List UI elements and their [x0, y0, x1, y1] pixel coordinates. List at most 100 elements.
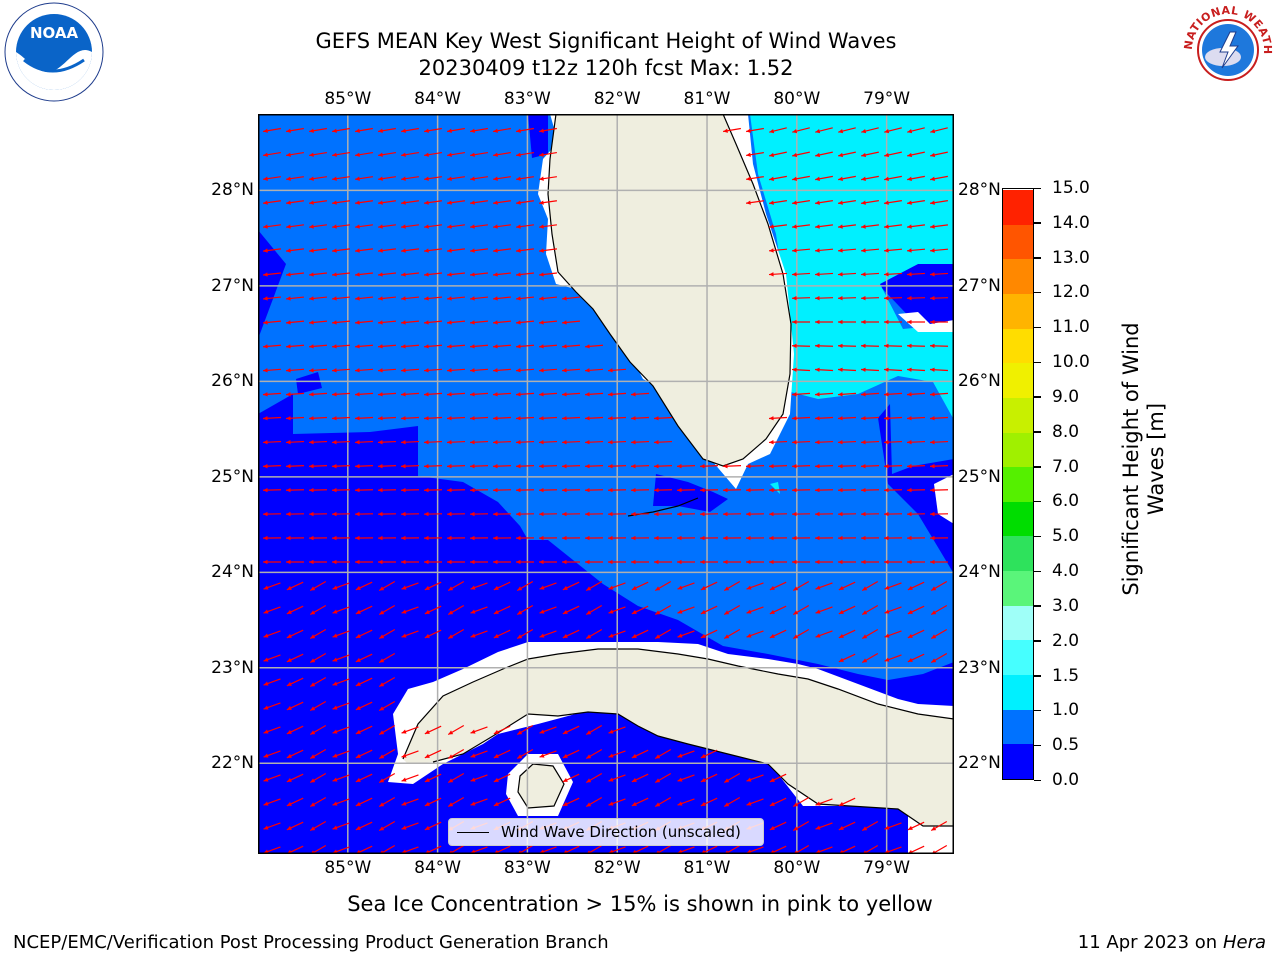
wind-wave-arrow: [929, 392, 949, 397]
wind-wave-arrow: [423, 344, 443, 349]
wind-wave-arrow: [400, 272, 420, 277]
wind-wave-arrow: [286, 725, 304, 735]
wind-wave-arrow: [332, 678, 350, 686]
wind-wave-arrow: [493, 749, 511, 759]
wind-wave-arrow: [309, 628, 327, 640]
wind-wave-arrow: [332, 822, 350, 830]
wind-wave-arrow: [424, 629, 442, 639]
wind-wave-arrow: [538, 320, 558, 325]
wind-wave-arrow: [400, 487, 420, 493]
wind-wave-arrow: [446, 392, 466, 397]
wind-wave-arrow: [286, 176, 304, 181]
wind-wave-arrow: [493, 773, 511, 783]
wind-wave-arrow: [400, 535, 420, 541]
colorbar-tick-label: 10.0: [1052, 352, 1090, 373]
colorbar-tick-mark: [1034, 257, 1041, 259]
wind-wave-arrow: [861, 175, 879, 181]
wind-wave-arrow: [378, 652, 396, 664]
wind-wave-arrow: [907, 821, 925, 831]
wind-wave-arrow: [607, 392, 627, 397]
wind-wave-arrow: [286, 797, 304, 807]
wind-wave-arrow: [447, 748, 465, 760]
wind-wave-arrow: [883, 272, 903, 277]
lat-tick-left: 26°N: [211, 371, 254, 392]
wind-wave-arrow: [378, 580, 396, 592]
wind-wave-arrow: [355, 581, 373, 591]
wind-wave-arrow: [561, 392, 581, 397]
wind-wave-arrow: [378, 748, 396, 760]
wind-wave-arrow: [355, 749, 373, 759]
wind-wave-arrow: [860, 535, 880, 541]
wind-wave-arrow: [792, 820, 810, 832]
wind-wave-arrow: [516, 580, 534, 592]
legend-line-sample: [457, 832, 489, 833]
wind-wave-arrow: [607, 559, 627, 565]
wind-wave-arrow: [907, 127, 925, 134]
wind-wave-arrow: [630, 440, 650, 445]
map-frame: [258, 114, 954, 854]
wind-wave-arrow: [286, 127, 304, 133]
wind-wave-arrow: [653, 416, 673, 421]
wind-wave-arrow: [791, 487, 811, 493]
wind-wave-arrow: [377, 535, 397, 541]
land-cuba: [403, 649, 954, 826]
wind-wave-arrow: [746, 151, 764, 157]
wind-wave-arrow: [722, 559, 742, 565]
wind-wave-arrow: [515, 368, 535, 373]
wind-wave-arrow: [308, 392, 328, 397]
wind-wave-arrow: [309, 700, 327, 712]
wind-wave-arrow: [469, 344, 489, 349]
wind-wave-arrow: [308, 368, 328, 373]
land-florida: [548, 114, 791, 466]
wind-wave-arrow: [791, 535, 811, 541]
wind-wave-arrow: [515, 487, 535, 493]
wind-wave-arrow: [837, 272, 857, 277]
wind-wave-arrow: [584, 535, 604, 541]
lat-tick-left: 27°N: [211, 275, 254, 296]
wind-wave-arrow: [608, 726, 626, 734]
wind-wave-arrow: [400, 224, 420, 229]
wind-wave-arrow: [584, 559, 604, 565]
wind-wave-arrow: [400, 416, 420, 421]
wind-wave-arrow: [331, 248, 351, 253]
colorbar-tick-label: 12.0: [1052, 282, 1090, 303]
wind-wave-arrow: [286, 629, 304, 639]
wind-wave-arrow: [837, 343, 857, 349]
wind-wave-arrow: [677, 630, 695, 638]
wind-wave-arrow: [331, 463, 351, 469]
wind-wave-arrow: [722, 535, 742, 541]
wind-wave-arrow: [400, 248, 420, 253]
wind-wave-arrow: [561, 344, 581, 349]
wind-wave-arrow: [515, 559, 535, 565]
wind-wave-arrow: [745, 559, 765, 565]
wind-wave-arrow: [355, 677, 373, 687]
colorbar-tick-mark: [1034, 675, 1041, 677]
wind-wave-arrow: [723, 604, 741, 616]
wind-wave-arrow: [837, 392, 857, 397]
wind-wave-arrow: [285, 487, 305, 493]
wind-wave-arrow: [906, 319, 926, 325]
wind-wave-arrow: [860, 463, 880, 469]
wind-wave-arrow: [377, 392, 397, 397]
wind-wave-arrow: [309, 796, 327, 808]
wind-wave-arrow: [516, 151, 534, 157]
wind-wave-arrow: [400, 392, 420, 397]
wind-wave-arrow: [354, 272, 374, 277]
wind-wave-arrow: [262, 392, 282, 397]
wind-wave-arrow: [860, 440, 880, 445]
wind-wave-arrow: [883, 416, 903, 421]
wind-wave-arrow: [354, 248, 374, 253]
wind-wave-arrow: [331, 224, 351, 229]
wave-field-0.0-0.5-keys: [653, 474, 728, 512]
wind-wave-arrow: [838, 653, 856, 663]
wind-wave-arrow: [262, 248, 282, 253]
wind-wave-arrow: [424, 581, 442, 591]
wind-wave-arrow: [492, 248, 512, 253]
wind-wave-arrow: [653, 511, 673, 517]
colorbar-segment: [1003, 674, 1033, 710]
wind-wave-arrow: [630, 559, 650, 565]
wind-wave-arrow: [654, 580, 672, 592]
wind-wave-arrow: [446, 487, 466, 493]
wind-wave-arrow: [907, 629, 925, 639]
wind-wave-arrow: [309, 604, 327, 616]
